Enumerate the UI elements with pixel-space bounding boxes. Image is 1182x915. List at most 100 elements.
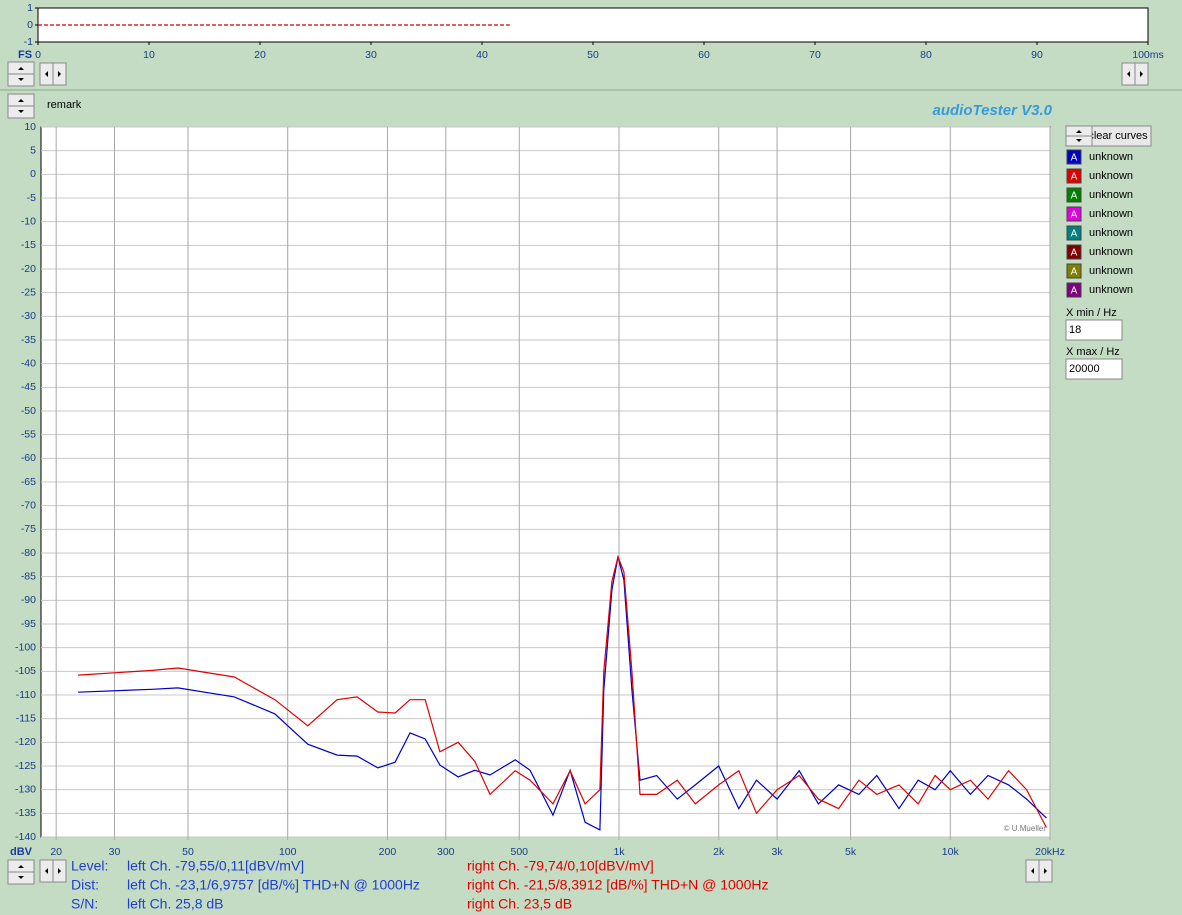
legend-label: unknown [1089,151,1133,163]
down-arrow [18,110,24,113]
legend-label: unknown [1089,208,1133,220]
x-tick-label: 20 [50,846,62,858]
up-arrow [18,67,24,70]
y-tick-label: -30 [21,310,36,322]
left-arrow [45,71,48,77]
x-tick-label: 5k [845,846,857,858]
legend-icon[interactable] [1066,263,1082,279]
right-arrow [1140,71,1143,77]
right-result: right Ch. 23,5 dB [467,896,572,912]
left-arrow [1127,71,1130,77]
right-result: right Ch. -21,5/8,3912 [dB/%] THD+N @ 10… [467,877,769,893]
y-tick-label: -15 [21,239,36,251]
xmax-input[interactable] [1065,358,1123,380]
right-arrow [58,868,61,874]
x-tick-label: 1k [613,846,625,858]
left-result: left Ch. 25,8 dB [127,896,224,912]
legend-icon[interactable] [1066,149,1082,165]
y-tick-label: 0 [27,19,33,31]
xmin-label: X min / Hz [1066,307,1117,319]
legend-icon-glyph: A [1071,172,1078,183]
x-tick-label: 80 [920,49,932,61]
xmax-label: X max / Hz [1066,346,1120,358]
y-tick-label: 5 [30,144,36,156]
up-arrow [18,99,24,102]
y-tick-label: -80 [21,547,36,559]
x-tick-label: 50 [587,49,599,61]
y-tick-label: -50 [21,405,36,417]
legend-label: unknown [1089,227,1133,239]
x-tick-label: 30 [109,846,121,858]
down-arrow [18,876,24,879]
legend-label: unknown [1089,265,1133,277]
plot-area [37,7,1149,43]
y-tick-label: -70 [21,499,36,511]
x-tick-label: 90 [1031,49,1043,61]
x-tick-label: 500 [511,846,529,858]
y-tick-label: -130 [15,783,36,795]
result-label: S/N: [71,896,98,912]
legend-label: unknown [1089,284,1133,296]
x-tick-label: 60 [698,49,710,61]
xmax-value: 20000 [1069,363,1100,375]
y-axis-label: dBV [10,846,33,858]
left-arrow [1031,868,1034,874]
xmin-value: 18 [1069,324,1081,336]
remark: remark [47,99,82,111]
legend-icon[interactable] [1066,282,1082,298]
legend-icon[interactable] [1066,168,1082,184]
xmin-input[interactable] [1065,319,1123,341]
down-arrow [1076,139,1082,142]
y-tick-label: -60 [21,452,36,464]
legend-icon[interactable] [1066,187,1082,203]
y-tick-label: -85 [21,570,36,582]
x-tick-label: 3k [772,846,784,858]
copyright: © U.Mueller [1004,824,1047,833]
series-line [78,554,1047,828]
y-tick-label: -55 [21,428,36,440]
x-tick-label: 100ms [1132,49,1164,61]
y-tick-label: -75 [21,523,36,535]
up-arrow [18,865,24,868]
x-tick-label: 70 [809,49,821,61]
y-tick-label: -115 [16,712,36,724]
clear-button-label: clear curves [1088,130,1148,142]
legend-label: unknown [1089,170,1133,182]
legend-icon-glyph: A [1071,153,1078,164]
x-tick-label: 0 [35,49,41,61]
legend-icon[interactable] [1066,225,1082,241]
left-arrow [45,868,48,874]
result-label: Level: [71,858,108,874]
x-tick-label: 20kHz [1035,846,1065,858]
y-tick-label: -120 [15,736,36,748]
x-tick-label: 300 [437,846,455,858]
y-tick-label: 1 [27,2,33,14]
legend-icon[interactable] [1066,244,1082,260]
x-tick-label: 50 [182,846,194,858]
x-tick-label: 2k [713,846,725,858]
y-tick-label: -40 [21,357,36,369]
y-tick-label: -100 [15,641,36,653]
left-result: left Ch. -23,1/6,9757 [dB/%] THD+N @ 100… [127,877,420,893]
legend-label: unknown [1089,246,1133,258]
right-result: right Ch. -79,74/0,10[dBV/mV] [467,858,654,874]
legend-icon-glyph: A [1071,267,1078,278]
y-tick-label: -45 [21,381,36,393]
y-tick-label: -140 [15,831,36,843]
result-label: Dist: [71,877,99,893]
up-arrow [1076,130,1082,133]
y-tick-label: -90 [21,594,36,606]
y-tick-label: -10 [21,215,36,227]
left-result: left Ch. -79,55/0,11[dBV/mV] [127,858,304,874]
y-tick-label: 0 [30,168,36,180]
y-tick-label: -35 [21,334,36,346]
legend-icon-glyph: A [1071,286,1078,297]
y-tick-label: -5 [27,192,36,204]
x-tick-label: 40 [476,49,488,61]
y-tick-label: -25 [21,286,36,298]
legend-label: unknown [1089,189,1133,201]
down-arrow [18,78,24,81]
legend-icon[interactable] [1066,206,1082,222]
